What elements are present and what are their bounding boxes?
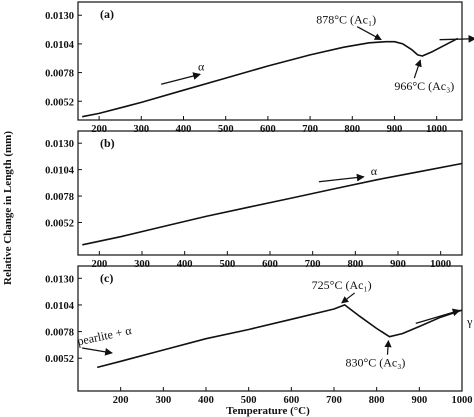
x-tick-label: 400 — [177, 259, 193, 270]
plot-frame — [77, 265, 463, 392]
y-tick-label: 0.0130 — [45, 11, 74, 22]
dilatation-curve — [82, 37, 459, 118]
plot-frame — [77, 1, 463, 121]
panel-c: 0.0130 0.0104 0.0078 0.0052 200 300 400 500 600 7… — [45, 265, 473, 406]
x-tick-label: 500 — [219, 259, 235, 270]
x-tick-label: 700 — [305, 259, 321, 270]
x-tick-label: 200 — [91, 259, 107, 270]
x-tick-label: 800 — [344, 124, 360, 135]
heating-direction-arrow — [160, 72, 201, 85]
y-tick-label: 0.0078 — [45, 192, 74, 203]
transformation-label: 966°C (Ac₃) — [394, 79, 454, 93]
y-tick-label: 0.0052 — [45, 354, 74, 365]
y-tick-label: 0.0078 — [45, 69, 74, 80]
transformation-label: pearlite + α — [76, 323, 133, 348]
transformation-label: 830°C (Ac₃) — [345, 356, 405, 370]
transformation-label: 725°C (Ac₁) — [312, 278, 372, 292]
x-tick-label: 800 — [369, 395, 385, 406]
x-tick-label: 700 — [302, 124, 318, 135]
x-tick-label: 200 — [113, 395, 129, 406]
annotation-arrow — [356, 26, 382, 41]
y-axis-title: Relative Change in Length (mm) — [2, 131, 14, 285]
x-tick-label: 800 — [347, 259, 363, 270]
y-tick-label: 0.0104 — [45, 40, 75, 51]
x-tick-label: 1000 — [426, 124, 447, 135]
annotation-arrow — [384, 339, 392, 355]
annotation-arrow — [341, 292, 356, 304]
x-tick-label: 300 — [133, 124, 149, 135]
dilatation-curve — [82, 162, 463, 246]
x-tick-label: 900 — [390, 259, 406, 270]
panel-a: 0.0130 0.0104 0.0078 0.0052 200 300 400 500 600 7… — [45, 1, 474, 135]
heating-direction-arrow — [439, 34, 474, 43]
dilatation-curve — [96, 304, 463, 369]
alpha-phase-label: α — [198, 59, 205, 73]
heating-direction-arrow — [415, 308, 461, 325]
x-tick-label: 400 — [176, 124, 192, 135]
plot-frame — [77, 130, 463, 256]
panel-b: 0.0130 0.0104 0.0078 0.0052 200 300 400 500 600 7… — [45, 130, 463, 270]
x-axis-title: Temperature (°C) — [226, 405, 310, 417]
gamma-phase-label: γ — [466, 314, 473, 328]
x-tick-label: 900 — [411, 395, 427, 406]
panel-label: (b) — [100, 136, 115, 150]
x-tick-label: 400 — [198, 395, 214, 406]
x-tick-label: 600 — [260, 124, 276, 135]
y-tick-label: 0.0104 — [45, 301, 75, 312]
x-tick-label: 500 — [218, 124, 234, 135]
x-tick-label: 200 — [91, 124, 107, 135]
y-tick-label: 0.0130 — [45, 139, 74, 150]
alpha-phase-label: α — [371, 164, 378, 178]
y-tick-label: 0.0052 — [45, 97, 74, 108]
heating-direction-arrow — [82, 347, 113, 356]
x-tick-label: 900 — [387, 124, 403, 135]
y-tick-label: 0.0130 — [45, 274, 74, 285]
x-tick-label: 300 — [155, 395, 171, 406]
x-tick-label: 1000 — [430, 259, 451, 270]
x-tick-label: 700 — [326, 395, 342, 406]
x-tick-label: 600 — [262, 259, 278, 270]
x-tick-label: 500 — [241, 395, 257, 406]
heating-direction-arrow — [318, 173, 365, 183]
x-tick-label: 300 — [134, 259, 150, 270]
y-tick-label: 0.0104 — [45, 166, 75, 177]
x-tick-label: 1000 — [452, 395, 473, 406]
panel-label: (a) — [100, 7, 114, 21]
y-tick-label: 0.0052 — [45, 218, 74, 229]
x-tick-label: 600 — [283, 395, 299, 406]
transformation-label: 878°C (Ac₁) — [316, 13, 376, 27]
y-tick-label: 0.0078 — [45, 328, 74, 339]
panel-label: (c) — [100, 271, 113, 285]
annotation-arrow — [413, 59, 422, 79]
